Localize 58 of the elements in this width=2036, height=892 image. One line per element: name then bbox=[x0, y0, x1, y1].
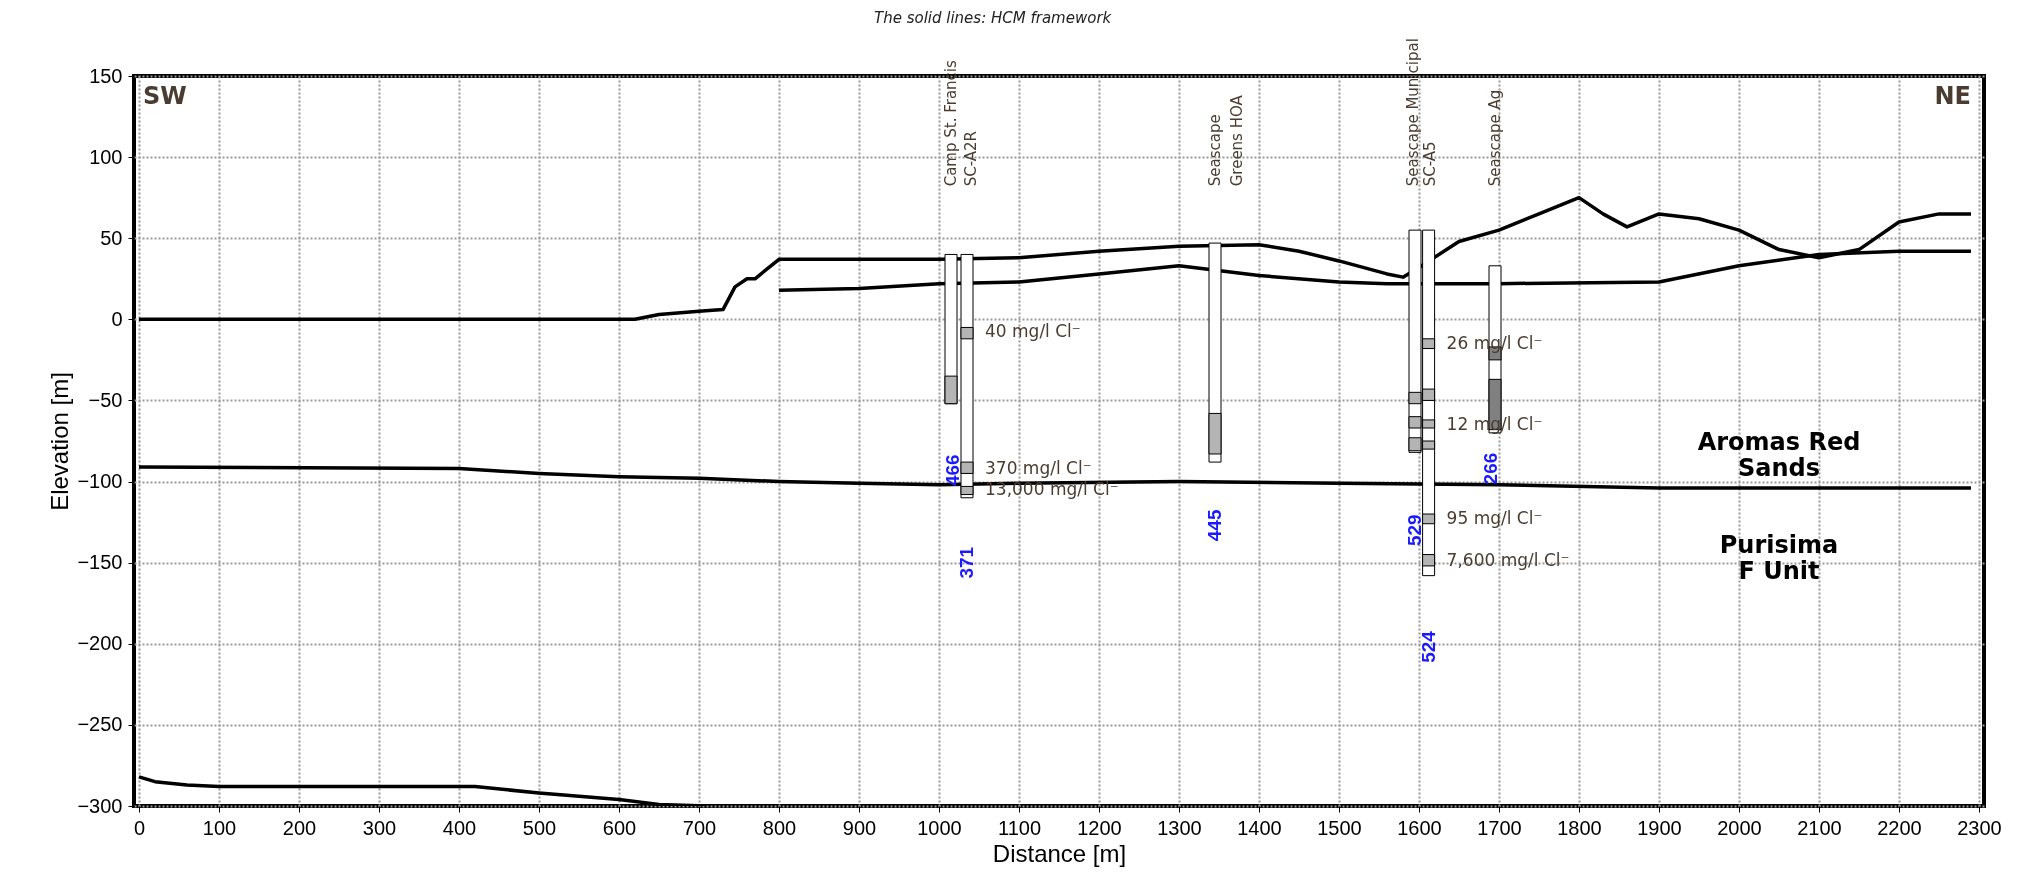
y-tick-label: 50 bbox=[100, 226, 123, 249]
annotation: Seascape Greens HOA bbox=[1206, 94, 1246, 187]
annotation: Aromas Red Sands bbox=[1697, 427, 1861, 482]
chart-title: The solid lines: HCM framework bbox=[874, 9, 1113, 27]
x-tick-label: 2300 bbox=[1957, 816, 2002, 839]
annotation: Seascape Municipal bbox=[1403, 38, 1422, 187]
annotation: 445 bbox=[1204, 509, 1225, 542]
y-tick-label: −50 bbox=[88, 388, 123, 411]
annotation: 7,600 mg/l Cl⁻ bbox=[1446, 550, 1570, 571]
x-tick-label: 2000 bbox=[1717, 816, 1762, 839]
x-tick-label: 2200 bbox=[1877, 816, 1922, 839]
y-tick-label: −200 bbox=[77, 632, 123, 655]
x-tick-label: 400 bbox=[442, 816, 477, 839]
x-tick-label: 2100 bbox=[1797, 816, 1842, 839]
annotation: Camp St. Francis bbox=[942, 59, 960, 187]
annotation: NE bbox=[1934, 82, 1971, 111]
annotation: Purisima F Unit bbox=[1719, 531, 1839, 586]
y-axis-title: Elevation [m] bbox=[46, 372, 74, 511]
annotation: 370 mg/l Cl⁻ bbox=[985, 457, 1092, 478]
annotation: 266 bbox=[1480, 452, 1501, 485]
annotation: SW bbox=[143, 82, 187, 111]
annotation: 524 bbox=[1417, 630, 1439, 663]
annotation: 13,000 mg/l Cl⁻ bbox=[985, 478, 1119, 499]
y-tick-label: 100 bbox=[89, 145, 123, 168]
x-tick-label: 300 bbox=[362, 816, 397, 839]
x-tick-label: 100 bbox=[202, 816, 237, 839]
annotation: SC-A2R bbox=[962, 131, 980, 187]
annotation: Seascape Ag bbox=[1486, 89, 1504, 187]
x-tick-label: 0 bbox=[133, 816, 146, 839]
annotation: 95 mg/l Cl⁻ bbox=[1446, 507, 1543, 528]
x-axis-title: Distance [m] bbox=[992, 839, 1127, 867]
x-tick-label: 1800 bbox=[1557, 816, 1602, 839]
annotation: 371 bbox=[956, 546, 977, 579]
x-tick-label: 900 bbox=[842, 816, 877, 839]
y-tick-label: −250 bbox=[77, 713, 123, 736]
x-tick-label: 800 bbox=[762, 816, 797, 839]
x-tick-label: 1500 bbox=[1317, 816, 1362, 839]
annotation: 466 bbox=[941, 454, 963, 487]
annotation: 40 mg/l Cl⁻ bbox=[985, 321, 1081, 342]
x-tick-label: 1300 bbox=[1157, 816, 1202, 839]
y-tick-label: −300 bbox=[77, 794, 123, 817]
x-tick-label: 1200 bbox=[1077, 816, 1122, 839]
x-tick-label: 1400 bbox=[1237, 816, 1282, 839]
x-tick-label: 500 bbox=[522, 816, 557, 839]
x-tick-label: 700 bbox=[682, 816, 717, 839]
y-tick-label: 150 bbox=[89, 64, 123, 87]
x-tick-label: 200 bbox=[282, 816, 317, 839]
x-tick-label: 1600 bbox=[1397, 816, 1442, 839]
x-tick-label: 1700 bbox=[1477, 816, 1522, 839]
x-tick-label: 1000 bbox=[917, 816, 962, 839]
y-tick-label: −100 bbox=[77, 470, 123, 493]
annotation: SC-A5 bbox=[1421, 141, 1440, 187]
x-tick-label: 600 bbox=[602, 816, 637, 839]
x-tick-label: 1900 bbox=[1637, 816, 1682, 839]
x-tick-label: 1100 bbox=[997, 816, 1042, 839]
annotation: 529 bbox=[1404, 514, 1425, 547]
y-tick-label: 0 bbox=[111, 307, 123, 330]
y-tick-label: −150 bbox=[77, 551, 123, 574]
